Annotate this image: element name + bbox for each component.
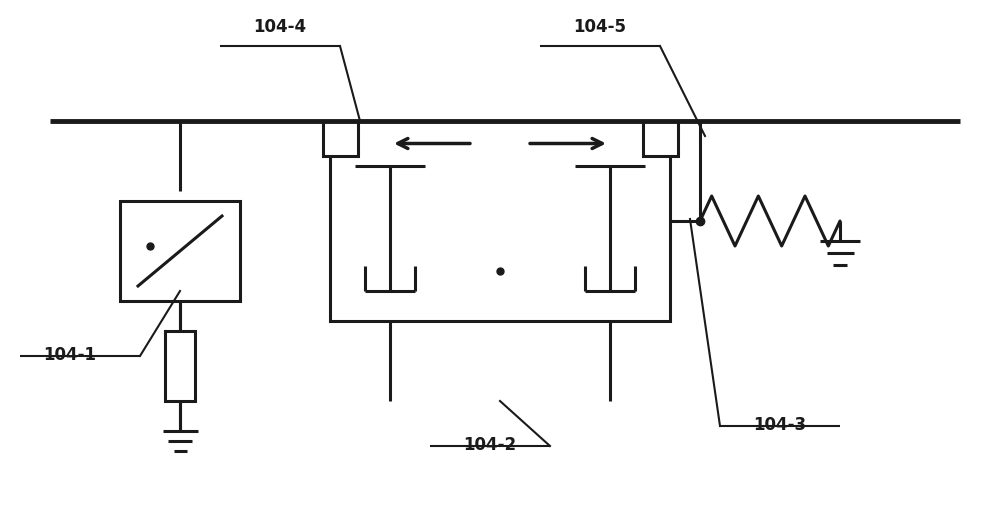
Text: 104-4: 104-4 — [253, 18, 307, 36]
Bar — [120, 201, 240, 301]
Text: 104-1: 104-1 — [44, 346, 96, 364]
Bar — [330, 121, 670, 321]
Bar — [642, 121, 678, 156]
Bar — [322, 121, 358, 156]
Text: 104-2: 104-2 — [463, 436, 517, 454]
Bar — [165, 331, 195, 401]
Text: 104-5: 104-5 — [574, 18, 626, 36]
Text: 104-3: 104-3 — [753, 416, 807, 434]
